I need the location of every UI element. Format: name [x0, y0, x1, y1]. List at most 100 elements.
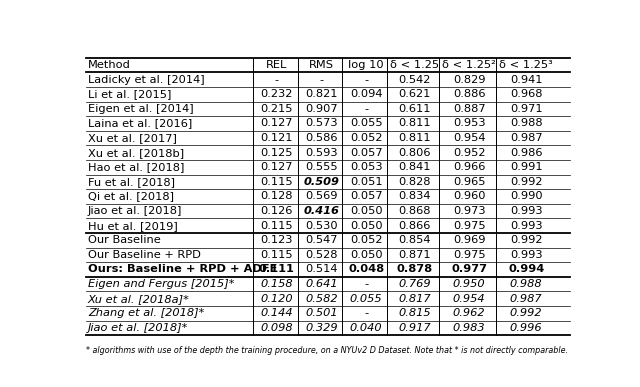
Text: 0.996: 0.996	[510, 323, 543, 333]
Text: 0.878: 0.878	[397, 264, 433, 274]
Text: 0.821: 0.821	[305, 89, 338, 99]
Text: -: -	[364, 308, 368, 318]
Text: Eigen et al. [2014]: Eigen et al. [2014]	[88, 104, 193, 114]
Text: Fu et al. [2018]: Fu et al. [2018]	[88, 177, 175, 187]
Text: Hao et al. [2018]: Hao et al. [2018]	[88, 162, 184, 172]
Text: 0.053: 0.053	[350, 162, 383, 172]
Text: 0.993: 0.993	[510, 250, 543, 260]
Text: 0.528: 0.528	[305, 250, 338, 260]
Text: 0.811: 0.811	[398, 133, 431, 143]
Text: 0.547: 0.547	[305, 235, 338, 245]
Text: 0.954: 0.954	[453, 133, 485, 143]
Text: 0.094: 0.094	[350, 89, 383, 99]
Text: 0.055: 0.055	[350, 118, 383, 128]
Text: Ladicky et al. [2014]: Ladicky et al. [2014]	[88, 75, 205, 85]
Text: 0.050: 0.050	[350, 221, 383, 231]
Text: REL: REL	[266, 60, 287, 70]
Text: 0.057: 0.057	[350, 192, 383, 202]
Text: Xu et al. [2018b]: Xu et al. [2018b]	[88, 148, 184, 158]
Text: Ours: Baseline + RPD + ADFF: Ours: Baseline + RPD + ADFF	[88, 264, 277, 274]
Text: RMS: RMS	[309, 60, 334, 70]
Text: 0.811: 0.811	[398, 118, 431, 128]
Text: 0.215: 0.215	[260, 104, 293, 114]
Text: Our Baseline + RPD: Our Baseline + RPD	[88, 250, 201, 260]
Text: 0.052: 0.052	[350, 133, 383, 143]
Text: Eigen and Fergus [2015]*: Eigen and Fergus [2015]*	[88, 279, 234, 289]
Text: 0.990: 0.990	[510, 192, 543, 202]
Text: 0.991: 0.991	[510, 162, 543, 172]
Text: 0.975: 0.975	[452, 250, 485, 260]
Text: 0.158: 0.158	[260, 279, 293, 289]
Text: 0.126: 0.126	[260, 206, 293, 216]
Text: δ < 1.25: δ < 1.25	[390, 60, 439, 70]
Text: 0.854: 0.854	[398, 235, 431, 245]
Text: Qi et al. [2018]: Qi et al. [2018]	[88, 192, 174, 202]
Text: 0.121: 0.121	[260, 133, 293, 143]
Text: 0.977: 0.977	[451, 264, 487, 274]
Text: 0.971: 0.971	[510, 104, 543, 114]
Text: Xu et al. [2018a]*: Xu et al. [2018a]*	[88, 294, 190, 304]
Text: 0.057: 0.057	[350, 148, 383, 158]
Text: 0.573: 0.573	[305, 118, 338, 128]
Text: 0.866: 0.866	[398, 221, 431, 231]
Text: 0.968: 0.968	[510, 89, 543, 99]
Text: 0.115: 0.115	[260, 250, 293, 260]
Text: 0.992: 0.992	[510, 308, 543, 318]
Text: 0.992: 0.992	[510, 235, 543, 245]
Text: 0.962: 0.962	[452, 308, 485, 318]
Text: 0.593: 0.593	[305, 148, 338, 158]
Text: 0.917: 0.917	[398, 323, 431, 333]
Text: 0.815: 0.815	[398, 308, 431, 318]
Text: 0.098: 0.098	[260, 323, 293, 333]
Text: * algorithms with use of the depth the training procedure, on a NYUv2 D Dataset.: * algorithms with use of the depth the t…	[86, 346, 568, 354]
Text: 0.144: 0.144	[260, 308, 293, 318]
Text: 0.886: 0.886	[453, 89, 485, 99]
Text: 0.871: 0.871	[398, 250, 431, 260]
Text: 0.841: 0.841	[398, 162, 431, 172]
Text: 0.988: 0.988	[510, 118, 543, 128]
Text: 0.828: 0.828	[398, 177, 431, 187]
Text: δ < 1.25²: δ < 1.25²	[442, 60, 496, 70]
Text: 0.530: 0.530	[305, 221, 338, 231]
Text: 0.232: 0.232	[260, 89, 293, 99]
Text: 0.115: 0.115	[260, 177, 293, 187]
Text: 0.586: 0.586	[305, 133, 338, 143]
Text: Laina et al. [2016]: Laina et al. [2016]	[88, 118, 192, 128]
Text: 0.501: 0.501	[305, 308, 338, 318]
Text: 0.048: 0.048	[348, 264, 384, 274]
Text: 0.050: 0.050	[350, 250, 383, 260]
Text: 0.973: 0.973	[452, 206, 485, 216]
Text: 0.952: 0.952	[453, 148, 485, 158]
Text: δ < 1.25³: δ < 1.25³	[499, 60, 553, 70]
Text: 0.966: 0.966	[453, 162, 485, 172]
Text: 0.050: 0.050	[350, 206, 383, 216]
Text: 0.769: 0.769	[398, 279, 431, 289]
Text: 0.987: 0.987	[510, 294, 543, 304]
Text: log 10: log 10	[348, 60, 384, 70]
Text: 0.115: 0.115	[260, 221, 293, 231]
Text: 0.817: 0.817	[398, 294, 431, 304]
Text: -: -	[275, 75, 279, 85]
Text: 0.829: 0.829	[453, 75, 485, 85]
Text: 0.969: 0.969	[453, 235, 485, 245]
Text: 0.953: 0.953	[452, 118, 485, 128]
Text: 0.950: 0.950	[452, 279, 485, 289]
Text: 0.542: 0.542	[398, 75, 431, 85]
Text: 0.941: 0.941	[510, 75, 543, 85]
Text: 0.555: 0.555	[305, 162, 338, 172]
Text: 0.125: 0.125	[260, 148, 293, 158]
Text: 0.992: 0.992	[510, 177, 543, 187]
Text: 0.994: 0.994	[508, 264, 544, 274]
Text: Jiao et al. [2018]*: Jiao et al. [2018]*	[88, 323, 188, 333]
Text: -: -	[364, 75, 368, 85]
Text: 0.127: 0.127	[260, 162, 293, 172]
Text: 0.954: 0.954	[452, 294, 485, 304]
Text: 0.986: 0.986	[510, 148, 543, 158]
Text: 0.509: 0.509	[303, 177, 339, 187]
Text: 0.127: 0.127	[260, 118, 293, 128]
Text: 0.641: 0.641	[305, 279, 338, 289]
Text: 0.582: 0.582	[305, 294, 338, 304]
Text: -: -	[319, 75, 324, 85]
Text: 0.993: 0.993	[510, 221, 543, 231]
Text: 0.611: 0.611	[398, 104, 431, 114]
